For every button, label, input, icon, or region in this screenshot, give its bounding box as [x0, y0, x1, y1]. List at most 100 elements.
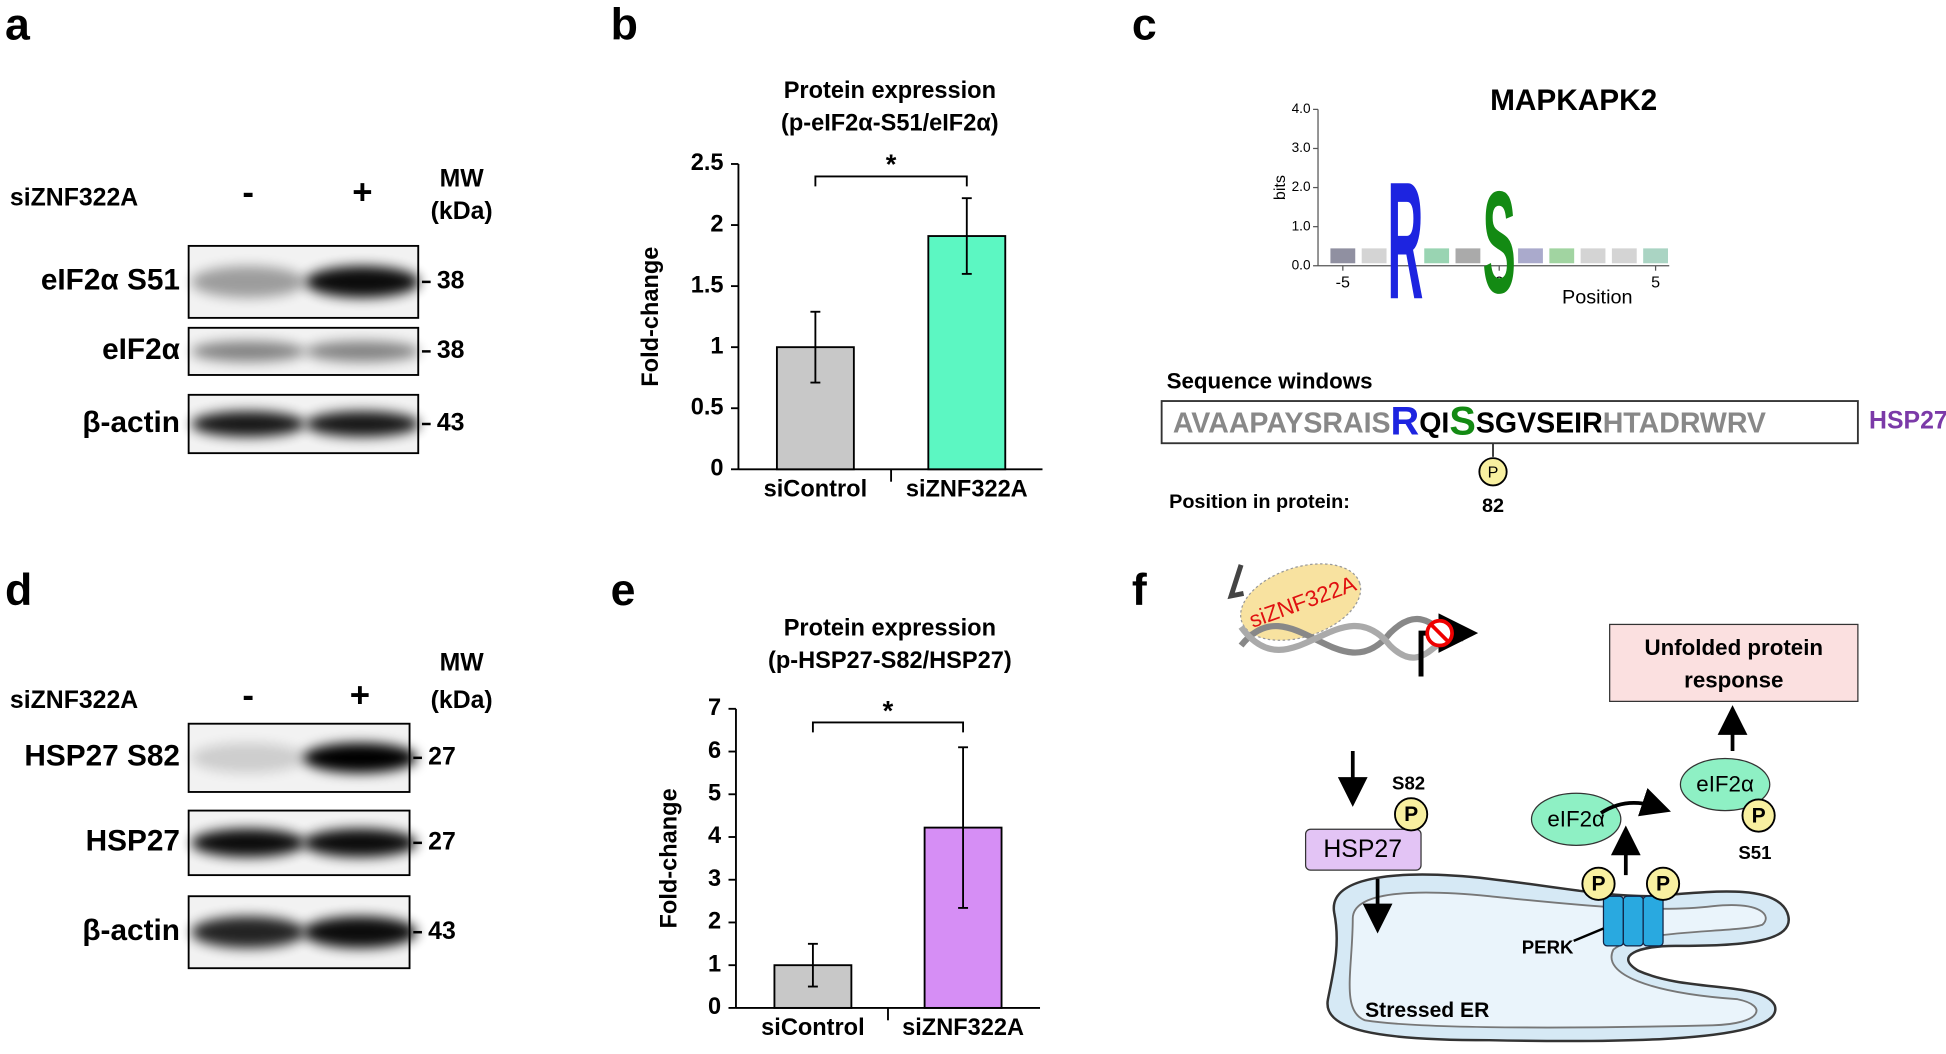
- y-tick-label: 1: [708, 950, 721, 976]
- row-label: β-actin: [82, 914, 180, 947]
- response-label: Unfolded protein: [1644, 635, 1823, 660]
- protein-name: HSP27: [1869, 408, 1946, 435]
- sequence-segment: SGVSEIR: [1476, 407, 1603, 439]
- position-value: 82: [1482, 495, 1504, 517]
- er-label: Stressed ER: [1365, 999, 1489, 1022]
- lane-label: -: [242, 174, 254, 212]
- row-label: β-actin: [82, 406, 180, 439]
- response-label: response: [1684, 667, 1783, 692]
- significance-star: *: [883, 695, 894, 726]
- band: [305, 411, 420, 437]
- mw-header: (kDa): [431, 198, 493, 225]
- logo-small-stack: [1455, 248, 1481, 264]
- y-tick-label: 0: [710, 455, 723, 481]
- eif-label: eIF2α: [1696, 772, 1754, 797]
- panel-label: a: [5, 0, 31, 49]
- sequence-segment: R: [1391, 400, 1420, 444]
- chart-subtitle: (p-eIF2α-S51/eIF2α): [781, 110, 999, 136]
- band: [302, 742, 417, 773]
- band: [302, 828, 417, 858]
- logo-small-stack: [1361, 248, 1387, 264]
- hsp-label: HSP27: [1323, 836, 1402, 863]
- logo-y-tick-label: 1.0: [1292, 218, 1311, 233]
- mw-value: 27: [428, 828, 456, 855]
- phospho-circle: [1645, 866, 1681, 901]
- panel-label: b: [611, 0, 638, 49]
- y-axis-label: Fold-change: [637, 247, 663, 387]
- row-label: eIF2α: [102, 333, 180, 366]
- x-tick-label: siZNF322A: [902, 1014, 1024, 1040]
- band: [191, 266, 306, 298]
- logo-small-stack: [1643, 248, 1668, 264]
- bar: [927, 235, 1007, 471]
- row-label: HSP27: [86, 825, 180, 858]
- mw-value: 27: [428, 743, 456, 770]
- y-tick-label: 7: [708, 694, 721, 720]
- logo-x-tick-label: -5: [1336, 273, 1350, 291]
- mw-value: 38: [437, 337, 465, 364]
- phospho-label: P: [1752, 804, 1766, 827]
- logo-y-tick-label: 0.0: [1292, 257, 1311, 272]
- pathway-shapes: [1160, 400, 1859, 1043]
- logo-x-tick-label: 0: [1495, 273, 1504, 291]
- x-tick-label: siControl: [764, 476, 867, 502]
- position-label: Position in protein:: [1169, 491, 1350, 513]
- logo-letter: R: [1387, 148, 1423, 335]
- logo-x-tick-label: 5: [1651, 273, 1660, 291]
- band: [191, 916, 306, 949]
- panel-label: c: [1132, 0, 1157, 49]
- logo-x-label: Position: [1562, 286, 1633, 308]
- sequence-segment: HTADRWRV: [1603, 407, 1766, 439]
- logo-title: MAPKAPK2: [1490, 84, 1657, 117]
- y-tick-label: 4: [708, 822, 721, 848]
- x-tick-label: siZNF322A: [906, 476, 1028, 502]
- band: [305, 341, 420, 362]
- significance-bracket: [811, 721, 965, 733]
- y-axis-label: Fold-change: [655, 788, 681, 928]
- y-tick-label: 2: [708, 908, 721, 934]
- logo-letter: S: [1483, 163, 1516, 325]
- y-tick-label: 2.5: [691, 149, 724, 175]
- band: [191, 341, 306, 362]
- logo-y-label: bits: [1271, 175, 1289, 200]
- phospho-circle: [1478, 457, 1508, 487]
- kinase-label: PERK: [1522, 936, 1574, 957]
- phospho-label: P: [1591, 873, 1605, 896]
- phospho-circle: [1741, 798, 1776, 833]
- blot-condition: siZNF322A: [10, 184, 138, 211]
- phospho-circle: [1394, 797, 1429, 832]
- y-tick-label: 5: [708, 780, 721, 806]
- eif-site: S51: [1738, 842, 1771, 863]
- logo-small-stack: [1611, 248, 1637, 264]
- blot-condition: siZNF322A: [10, 687, 138, 714]
- chart-title: Protein expression: [784, 77, 996, 103]
- sequence-heading: Sequence windows: [1167, 368, 1373, 393]
- mw-header: (kDa): [431, 687, 493, 714]
- band: [191, 742, 306, 773]
- phospho-circle: [1581, 866, 1616, 901]
- sequence-segment: AVAAPAYSRAIS: [1173, 407, 1391, 439]
- band: [191, 411, 306, 437]
- panel-label: d: [5, 566, 32, 615]
- y-tick-label: 1: [710, 332, 723, 358]
- y-tick-label: 0.5: [691, 393, 724, 419]
- chart-subtitle: (p-HSP27-S82/HSP27): [768, 647, 1012, 673]
- significance-bracket: [814, 175, 968, 187]
- y-tick-label: 6: [708, 737, 721, 763]
- logo-small-stack: [1518, 248, 1543, 264]
- chart-title: Protein expression: [784, 615, 996, 641]
- band: [305, 266, 420, 298]
- mw-value: 43: [428, 918, 456, 945]
- band: [191, 828, 306, 858]
- logo-small-stack: [1549, 248, 1575, 264]
- y-tick-label: 2: [710, 210, 723, 236]
- sequence: AVAAPAYSRAISRQISSGVSEIRHTADRWRV: [1173, 400, 1766, 444]
- x-tick-label: siControl: [761, 1014, 864, 1040]
- mw-header: MW: [440, 650, 485, 677]
- logo-y-tick-label: 2.0: [1292, 179, 1311, 194]
- phospho-label: P: [1404, 803, 1418, 826]
- hsp-site: S82: [1392, 772, 1425, 793]
- panel-label: e: [611, 566, 636, 615]
- mw-value: 43: [437, 410, 465, 437]
